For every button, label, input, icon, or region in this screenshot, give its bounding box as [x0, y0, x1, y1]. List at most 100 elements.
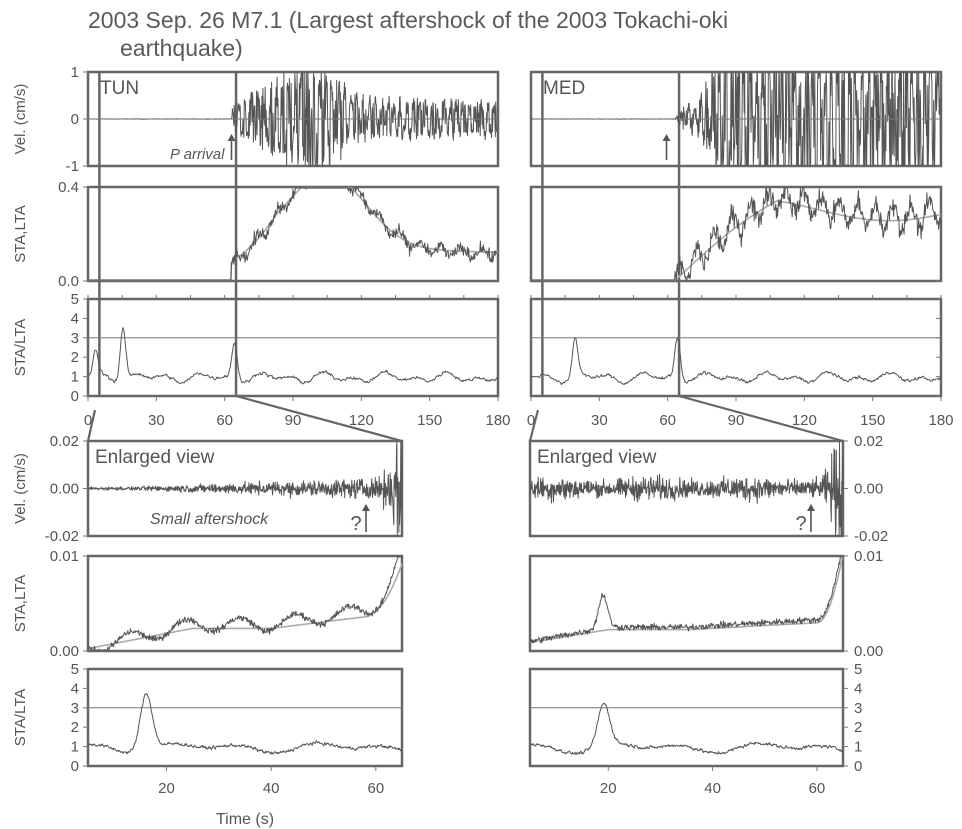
- tun-enl-ratio-ytick-label: 1: [71, 739, 79, 756]
- tun-ratio-xtick-label: 0: [84, 412, 92, 429]
- tun-ratio-xtick-label: 150: [417, 412, 442, 429]
- med_es-sta-trace: [529, 556, 843, 644]
- tun-ratio-ytick-label: 4: [71, 310, 79, 327]
- med-enl-xtick-label: 60: [809, 780, 826, 797]
- med-sta-frame: [529, 185, 943, 283]
- tun-enl-xtick-label: 60: [367, 780, 384, 797]
- med-ratio-xtick-label: 60: [659, 412, 676, 429]
- med-enl-ratio-ytick-label: 1: [854, 739, 862, 756]
- tun_es-lta-trace: [87, 563, 403, 650]
- tun-ratio-ylabel: STA/LTA: [12, 319, 29, 377]
- tun_er-ratio-trace: [87, 693, 403, 755]
- tun-ratio-xtick-label: 180: [485, 412, 510, 429]
- med-ratio-xtick-label: 120: [792, 412, 817, 429]
- title-line-2: earthquake): [120, 35, 243, 61]
- tun-ratio-ytick-label: 0: [71, 388, 79, 405]
- med_ev-enlarged-velocity-trace: [529, 441, 844, 536]
- med-enl-ratio-ytick-label: 0: [854, 758, 862, 775]
- tun_rat-ratio-trace: [87, 327, 499, 385]
- tun-vel-ytick-label: 0: [71, 111, 79, 128]
- med-enl-vel-ytick-label: -0.02: [854, 528, 888, 545]
- tun-sta-ytick-label: 0.0: [58, 273, 79, 290]
- med_sta-lta-trace: [530, 200, 942, 281]
- med-question-mark: ?: [795, 513, 806, 535]
- med-small-aftershock-arrow: [807, 504, 815, 532]
- tun-enl-ratio-ytick-label: 5: [71, 661, 79, 678]
- p-arrival-arrow-med: [662, 134, 671, 160]
- tun-sta-ylabel: STA,LTA: [12, 205, 29, 263]
- med-rat-frame: [529, 297, 943, 398]
- tun-ratio-xtick-label: 60: [216, 412, 233, 429]
- tun-enl-ratio-ylabel: STA/LTA: [12, 689, 29, 747]
- med-enl-xtick-label: 40: [704, 780, 721, 797]
- tun-ratio-ytick-label: 3: [71, 330, 79, 347]
- med_es-lta-trace: [529, 556, 844, 644]
- tun-enl-ratio-ytick-label: 4: [71, 680, 79, 697]
- tun-vel-ytick-label: 1: [71, 64, 79, 81]
- med-ratio-xtick-label: 150: [860, 412, 885, 429]
- p-arrival-arrow-tun: [227, 134, 236, 160]
- small-aftershock-label: Small aftershock: [150, 511, 269, 528]
- tun-enl-vel-ytick-label: 0.00: [50, 481, 79, 498]
- tun-sta-ytick-label: 0.4: [58, 179, 79, 196]
- tun-er-frame: [86, 667, 404, 768]
- med-enl-vel-ytick-label: 0.02: [854, 433, 883, 450]
- tun-es-frame: [86, 554, 404, 653]
- tun-ratio-xtick-label: 120: [349, 412, 374, 429]
- p-arrival-label: P arrival: [170, 146, 225, 163]
- med-enl-sta-ytick-label: 0.01: [854, 548, 883, 565]
- tun-enl-ratio-ytick-label: 2: [71, 719, 79, 736]
- med-enl-ratio-ytick-label: 5: [854, 661, 862, 678]
- med-es-frame: [528, 554, 845, 653]
- tun-station-label: TUN: [100, 78, 139, 99]
- tun-enl-sta-ytick-label: 0.00: [50, 643, 79, 660]
- tun-enl-vel-ylabel: Vel. (cm/s): [12, 453, 29, 524]
- tun-enl-vel-ytick-label: -0.02: [45, 528, 79, 545]
- tun-ratio-xtick-label: 30: [148, 412, 165, 429]
- tun_ev-enlarged-velocity-trace: [87, 441, 403, 536]
- tun-small-aftershock-arrow: [362, 504, 370, 532]
- tun-vel-ylabel: Vel. (cm/s): [12, 84, 29, 155]
- tun-rat-frame: [86, 297, 500, 398]
- zoom-connector-line: [235, 394, 403, 443]
- x-axis-label: Time (s): [216, 811, 274, 828]
- zoom-connector-line: [678, 394, 844, 443]
- med-ratio-xtick-label: 0: [527, 412, 535, 429]
- med-er-frame: [528, 667, 845, 768]
- tun-enl-vel-ytick-label: 0.02: [50, 433, 79, 450]
- med-enl-ratio-ytick-label: 3: [854, 700, 862, 717]
- tun-vel-ytick-label: -1: [66, 158, 79, 175]
- tun-question-mark: ?: [350, 513, 361, 535]
- med-enl-ratio-ytick-label: 4: [854, 680, 862, 697]
- tun_es-sta-trace: [87, 556, 402, 651]
- med-enl-vel-ytick-label: 0.00: [854, 481, 883, 498]
- tun-enl-ratio-ytick-label: 0: [71, 758, 79, 775]
- tun-ratio-ytick-label: 2: [71, 349, 79, 366]
- tun-ratio-ytick-label: 1: [71, 369, 79, 386]
- tun-enl-sta-ylabel: STA,LTA: [12, 575, 29, 633]
- med-enlarged-view-label: Enlarged view: [537, 447, 657, 468]
- med-ratio-xtick-label: 90: [728, 412, 745, 429]
- tun-enlarged-view-label: Enlarged view: [95, 447, 215, 468]
- med-enl-sta-ytick-label: 0.00: [854, 643, 883, 660]
- tun-enl-sta-ytick-label: 0.01: [50, 548, 79, 565]
- tun-enl-ratio-ytick-label: 3: [71, 700, 79, 717]
- zoom-connector-line: [86, 409, 97, 442]
- med-enl-xtick-label: 20: [600, 780, 617, 797]
- tun-enl-xtick-label: 20: [158, 780, 175, 797]
- med-ratio-xtick-label: 180: [928, 412, 953, 429]
- tun-sta-frame: [86, 185, 500, 283]
- med_er-ratio-trace: [529, 702, 844, 756]
- med-enl-ratio-ytick-label: 2: [854, 719, 862, 736]
- med_rat-ratio-trace: [530, 337, 942, 386]
- tun_sta-lta-trace: [87, 187, 499, 281]
- med-ratio-xtick-label: 30: [591, 412, 608, 429]
- tun-enl-xtick-label: 40: [263, 780, 280, 797]
- title-line-1: 2003 Sep. 26 M7.1 (Largest aftershock of…: [88, 7, 729, 33]
- tun_sta-sta-trace: [88, 187, 499, 281]
- figure-title: 2003 Sep. 26 M7.1 (Largest aftershock of…: [88, 6, 728, 62]
- zoom-connector-line: [528, 409, 540, 442]
- med-station-label: MED: [543, 78, 585, 99]
- tun-ratio-xtick-label: 90: [285, 412, 302, 429]
